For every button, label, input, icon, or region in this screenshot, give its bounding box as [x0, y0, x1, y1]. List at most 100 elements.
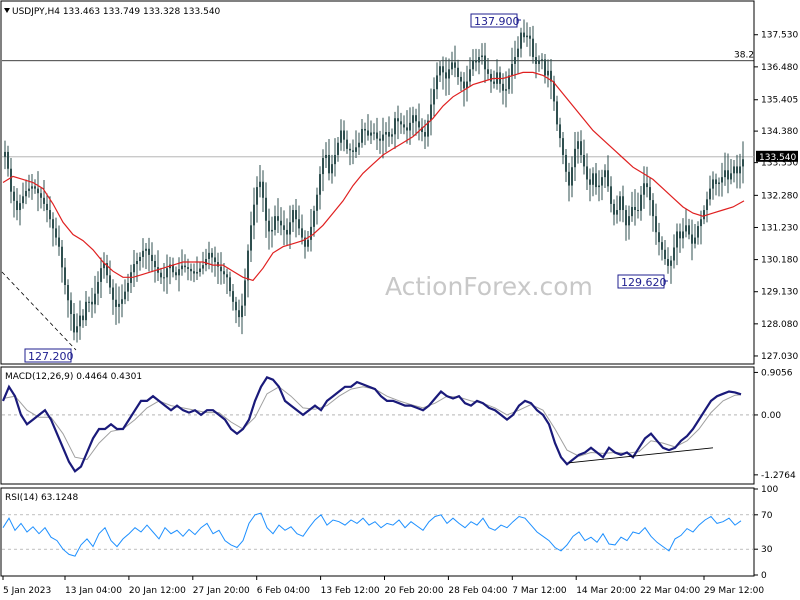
- candle-body: [211, 252, 213, 258]
- candle-body: [625, 210, 627, 226]
- candle-body: [436, 75, 438, 90]
- candle-body: [148, 248, 150, 255]
- time-tick-label: 22 Mar 04:00: [640, 586, 700, 596]
- candle-body: [97, 281, 99, 294]
- candle-body: [592, 173, 594, 185]
- candle-body: [601, 177, 603, 186]
- candle-body: [331, 164, 333, 174]
- candle-body: [688, 225, 690, 235]
- candle-body: [37, 188, 39, 194]
- candle-body: [304, 237, 306, 247]
- rsi-tick-label: 100: [761, 485, 778, 495]
- candle-body: [493, 81, 495, 84]
- price-tick-label: 134.380: [761, 127, 798, 137]
- rsi-header: RSI(14) 63.1248: [5, 493, 78, 503]
- macd-tick-label: 0.9056: [761, 368, 793, 378]
- candle-body: [643, 183, 645, 195]
- low-label-129620: 129.620: [617, 274, 668, 289]
- candle-body: [388, 132, 390, 137]
- candle-body: [670, 260, 672, 266]
- candle-body: [34, 186, 36, 189]
- candle-body: [355, 147, 357, 152]
- watermark: ActionForex.com: [385, 272, 593, 301]
- candle-body: [313, 210, 315, 227]
- candle-body: [631, 206, 633, 217]
- candle-body: [598, 185, 600, 188]
- candle-body: [520, 32, 522, 49]
- candle-body: [106, 263, 108, 276]
- macd-header: MACD(12,26,9) 0.4464 0.4301: [5, 372, 142, 382]
- candle-body: [85, 301, 87, 321]
- candle-body: [16, 200, 18, 211]
- candle-body: [187, 267, 189, 269]
- candle-body: [523, 32, 525, 38]
- candle-body: [613, 203, 615, 215]
- candle-body: [118, 303, 120, 307]
- candle-body: [700, 219, 702, 227]
- macd-axis: 0.9056 0.00 -1.2764: [754, 368, 796, 481]
- candle-body: [580, 141, 582, 155]
- candle-body: [346, 139, 348, 149]
- candle-body: [49, 210, 51, 220]
- candle-body: [622, 196, 624, 211]
- candle-body: [652, 200, 654, 217]
- candle-body: [52, 219, 54, 229]
- candle-body: [67, 284, 69, 301]
- candle-body: [64, 267, 66, 285]
- candle-body: [727, 170, 729, 180]
- candle-body: [733, 166, 735, 174]
- candle-body: [547, 70, 549, 76]
- candle-body: [703, 210, 705, 220]
- candle-body: [430, 104, 432, 121]
- candle-body: [145, 248, 147, 251]
- price-tick-label: 135.405: [761, 96, 798, 106]
- candle-body: [88, 301, 90, 303]
- candle-body: [718, 182, 720, 185]
- candle-body: [409, 122, 411, 131]
- candle-body: [373, 132, 375, 134]
- candle-body: [460, 76, 462, 82]
- candle-body: [337, 142, 339, 155]
- time-tick-label: 28 Feb 04:00: [448, 586, 507, 596]
- price-tick-label: 132.280: [761, 191, 798, 201]
- candle-body: [76, 326, 78, 333]
- candle-body: [730, 173, 732, 180]
- price-tick-label: 137.530: [761, 31, 798, 41]
- candle-body: [220, 266, 222, 272]
- candle-body: [664, 249, 666, 259]
- candle-body: [232, 291, 234, 302]
- candle-body: [196, 271, 198, 274]
- candle-body: [478, 57, 480, 63]
- svg-text:129.620: 129.620: [621, 276, 667, 289]
- candle-body: [634, 206, 636, 211]
- candle-body: [217, 262, 219, 267]
- price-tick-label: 127.030: [761, 352, 798, 362]
- candle-body: [127, 282, 129, 292]
- candle-body: [325, 154, 327, 159]
- candle-body: [736, 166, 738, 174]
- candle-body: [7, 151, 9, 169]
- candle-body: [70, 300, 72, 315]
- svg-text:127.200: 127.200: [28, 350, 74, 363]
- candle-body: [721, 177, 723, 183]
- candle-body: [508, 75, 510, 90]
- candle-body: [535, 57, 537, 64]
- panel-menu-icon[interactable]: [4, 8, 10, 13]
- candle-body: [340, 130, 342, 143]
- candle-body: [160, 272, 162, 278]
- time-tick-label: 20 Jan 12:00: [129, 586, 186, 596]
- candle-body: [91, 301, 93, 305]
- candle-body: [697, 226, 699, 238]
- candle-body: [415, 115, 417, 122]
- candle-body: [40, 193, 42, 198]
- candle-body: [256, 187, 258, 205]
- candle-body: [181, 265, 183, 270]
- rsi-line: [2, 512, 742, 557]
- fib-38-label: 38.2: [734, 51, 754, 61]
- candle-body: [94, 293, 96, 305]
- price-panel-frame: [0, 0, 755, 365]
- candle-body: [280, 220, 282, 226]
- candle-body: [178, 269, 180, 276]
- candle-body: [559, 124, 561, 139]
- rsi-tick-label: 0: [761, 571, 767, 581]
